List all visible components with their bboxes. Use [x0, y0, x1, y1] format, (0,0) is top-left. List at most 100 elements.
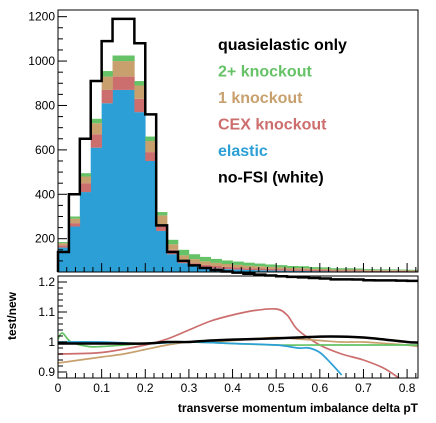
bar-1-knockout-28	[363, 270, 375, 271]
bar-1-knockout-32	[407, 270, 419, 272]
bar-cex-knockout-4	[101, 89, 113, 104]
bar-1-knockout-19	[265, 266, 277, 269]
ratio-y-tick-label: 1.2	[38, 275, 55, 289]
bar-cex-knockout-24	[319, 270, 332, 272]
bar-2-knockout-12	[188, 254, 201, 260]
bar-cex-knockout-17	[243, 268, 255, 271]
bar-1-knockout-26	[341, 269, 353, 271]
bar-cex-knockout-6	[123, 76, 135, 90]
bar-1-knockout-31	[396, 270, 408, 271]
bar-2-knockout-6	[123, 55, 135, 62]
bar-1-knockout-8	[145, 141, 157, 153]
legend-entry-no-fsi-white: no-FSI (white)	[218, 170, 324, 187]
bar-1-knockout-25	[330, 269, 342, 271]
bar-1-knockout-16	[232, 264, 244, 268]
bar-2-knockout-27	[352, 268, 364, 270]
legend-entry-1-knockout: 1 knockout	[218, 90, 303, 107]
bar-2-knockout-19	[265, 264, 277, 267]
bar-2-knockout-1	[68, 216, 81, 219]
bar-1-knockout-7	[134, 85, 146, 99]
ratio-x-tick-label: 0.4	[224, 381, 241, 395]
legend-entry-quasielastic-only: quasielastic only	[218, 37, 347, 54]
ratio-x-tick-label: 0.6	[311, 381, 328, 395]
bar-elastic-1	[68, 226, 81, 272]
ratio-x-tick-label: 0	[55, 381, 62, 395]
bar-cex-knockout-5	[112, 76, 124, 90]
ratio-panel: 0.9 1 1.1 1.2 0 0.1 0.2 0.3 0.4 0.5 0.6 0.7 0.8 tes…	[5, 275, 419, 415]
bar-cex-knockout-0	[58, 245, 70, 248]
bar-2-knockout-24	[319, 267, 332, 269]
bar-2-knockout-26	[341, 268, 353, 270]
bar-2-knockout-0	[58, 242, 70, 244]
bar-elastic-19	[265, 270, 277, 272]
bar-elastic-13	[199, 267, 212, 272]
bar-1-knockout-27	[352, 269, 364, 271]
bar-2-knockout-21	[287, 266, 299, 269]
bar-2-knockout-15	[221, 260, 233, 265]
bar-cex-knockout-9	[156, 224, 168, 231]
bar-1-knockout-20	[276, 267, 288, 270]
bar-1-knockout-9	[156, 215, 168, 225]
bar-2-knockout-14	[210, 258, 222, 263]
bar-1-knockout-6	[123, 61, 135, 77]
top-y-tick-label: 600	[35, 143, 55, 157]
bar-2-knockout-20	[276, 265, 288, 268]
bar-2-knockout-30	[385, 269, 397, 271]
bar-1-knockout-10	[167, 244, 179, 250]
top-y-axis: 200 400 600 800 1000 1200	[28, 10, 67, 262]
ratio-y-axis: 0.9 1 1.1 1.2	[38, 275, 67, 379]
legend-entry-2-knockout: 2+ knockout	[218, 64, 312, 81]
bar-1-knockout-1	[68, 218, 81, 224]
bar-cex-knockout-20	[276, 269, 288, 271]
bar-2-knockout-4	[101, 71, 113, 77]
ratio-line-quasielastic-only	[58, 335, 418, 345]
top-y-tick-label: 1200	[28, 10, 55, 24]
bar-cex-knockout-8	[145, 152, 157, 161]
bar-2-knockout-7	[134, 81, 146, 86]
bar-2-knockout-5	[112, 55, 124, 62]
bar-1-knockout-3	[90, 123, 102, 135]
bar-elastic-10	[167, 254, 179, 272]
bar-2-knockout-2	[79, 173, 92, 177]
bar-2-knockout-22	[298, 266, 310, 269]
ratio-y-tick-label: 1.1	[38, 305, 55, 319]
bar-2-knockout-16	[232, 261, 244, 265]
bar-cex-knockout-31	[396, 270, 408, 272]
bar-elastic-7	[134, 112, 146, 272]
ratio-plot-frame	[57, 275, 419, 379]
bar-elastic-18	[254, 270, 266, 272]
bar-elastic-3	[90, 147, 102, 272]
bar-2-knockout-3	[90, 118, 102, 124]
bar-1-knockout-15	[221, 264, 233, 267]
bar-2-knockout-9	[156, 212, 168, 216]
bar-cex-knockout-22	[298, 269, 310, 271]
bar-cex-knockout-27	[352, 270, 364, 272]
bar-cex-knockout-1	[68, 223, 81, 227]
bar-cex-knockout-16	[232, 267, 244, 270]
bar-1-knockout-22	[298, 268, 310, 270]
bar-cex-knockout-15	[221, 266, 233, 270]
bar-cex-knockout-3	[90, 134, 102, 148]
bar-1-knockout-23	[308, 268, 321, 271]
top-y-tick-label: 800	[35, 98, 55, 112]
bar-2-knockout-17	[243, 262, 255, 266]
legend-entry-cex-knockout: CEX knockout	[218, 117, 327, 134]
bar-1-knockout-18	[254, 266, 266, 269]
bar-1-knockout-30	[385, 270, 397, 271]
bar-elastic-5	[112, 89, 124, 272]
top-plot-frame	[57, 9, 419, 273]
bar-elastic-21	[287, 270, 299, 272]
bar-2-knockout-28	[363, 269, 375, 271]
bar-cex-knockout-26	[341, 270, 353, 272]
bar-1-knockout-29	[374, 270, 386, 271]
bar-elastic-16	[232, 269, 244, 272]
ratio-x-tick-label: 0.8	[399, 381, 416, 395]
bar-cex-knockout-30	[385, 270, 397, 272]
ratio-x-axis: 0 0.1 0.2 0.3 0.4 0.5 0.6 0.7 0.8	[55, 369, 417, 395]
bar-1-knockout-12	[188, 259, 201, 264]
bar-1-knockout-17	[243, 265, 255, 269]
legend-entry-elastic: elastic	[218, 143, 268, 160]
bar-elastic-11	[178, 263, 190, 272]
legend: quasielastic only 2+ knockout 1 knockout CE…	[218, 37, 347, 187]
